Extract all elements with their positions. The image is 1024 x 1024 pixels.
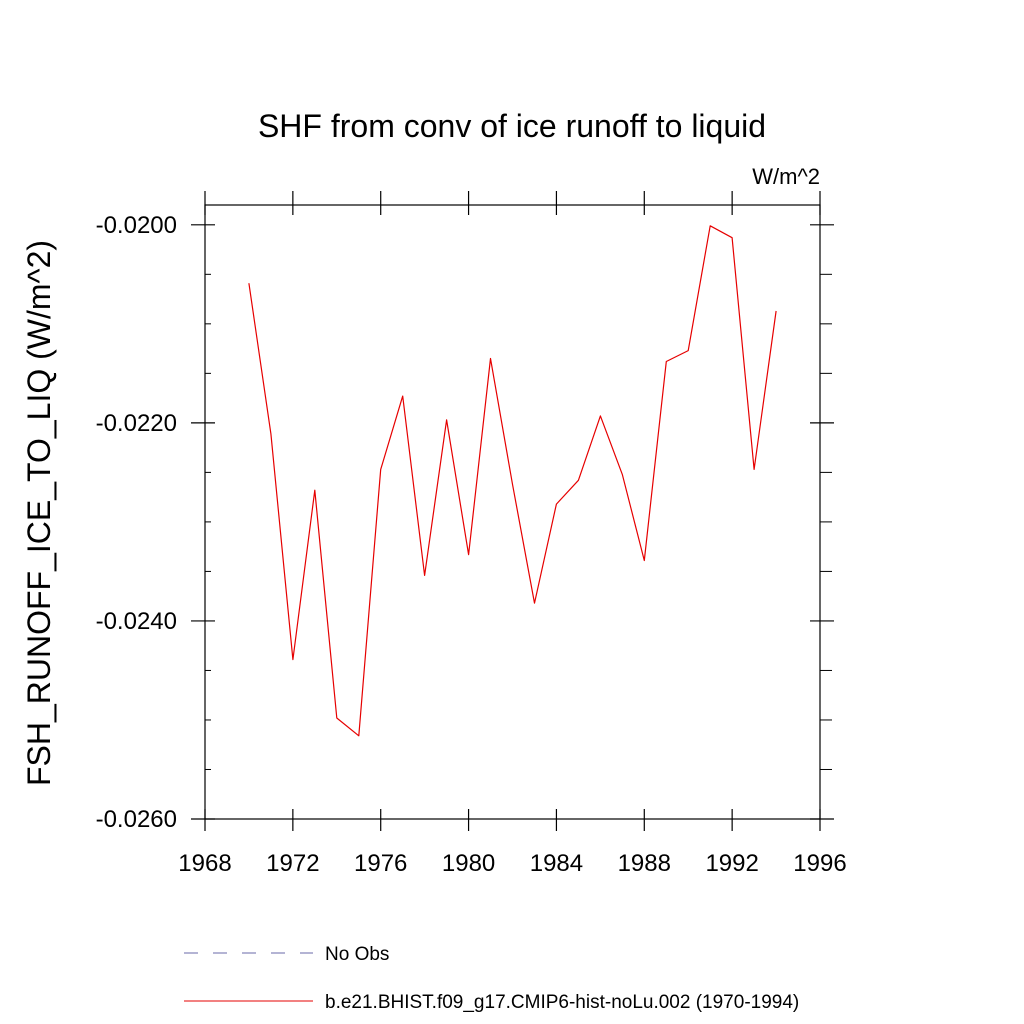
x-tick-label: 1992 xyxy=(705,850,758,877)
legend-label: b.e21.BHIST.f09_g17.CMIP6-hist-noLu.002 … xyxy=(325,992,799,1013)
x-tick-label: 1976 xyxy=(354,850,407,877)
legend: No Obs b.e21.BHIST.f09_g17.CMIP6-hist-noL… xyxy=(184,944,799,1013)
units-label: W/m^2 xyxy=(752,164,820,189)
x-tick-label: 1968 xyxy=(178,850,231,877)
y-tick-label: -0.0260 xyxy=(96,806,177,833)
series-lines xyxy=(248,225,777,737)
y-tick-label: -0.0240 xyxy=(96,608,177,635)
x-tick-label: 1988 xyxy=(618,850,671,877)
plot-frame xyxy=(204,204,821,820)
x-tick-label: 1996 xyxy=(793,850,846,877)
series-line-0 xyxy=(248,225,777,737)
y-axis-label: FSH_RUNOFF_ICE_TO_LIQ (W/m^2) xyxy=(21,240,57,786)
x-tick-label: 1984 xyxy=(530,850,583,877)
legend-label: No Obs xyxy=(325,944,389,965)
chart-title: SHF from conv of ice runoff to liquid xyxy=(258,108,766,144)
x-tick-labels: 1968 1972 1976 1980 1984 1988 1992 1996 xyxy=(178,850,846,877)
y-tick-label: -0.0200 xyxy=(96,212,177,239)
axis-ticks xyxy=(191,191,834,831)
y-tick-label: -0.0220 xyxy=(96,410,177,437)
x-tick-label: 1980 xyxy=(442,850,495,877)
y-tick-labels: -0.0260 -0.0240 -0.0220 -0.0200 xyxy=(96,212,177,833)
x-tick-label: 1972 xyxy=(266,850,319,877)
